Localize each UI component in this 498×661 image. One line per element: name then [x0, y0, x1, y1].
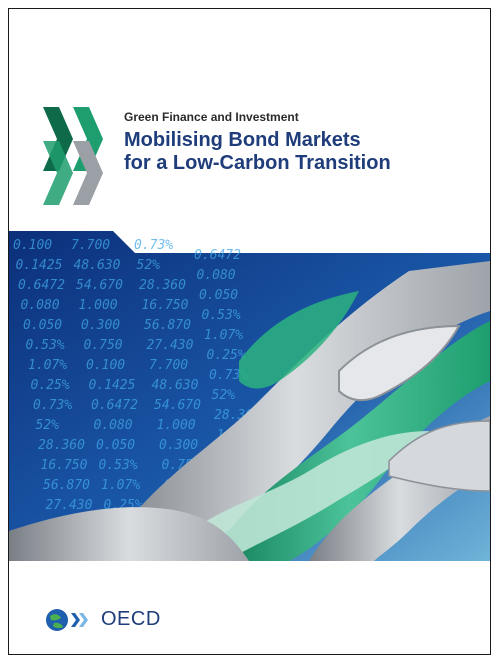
background-number: 0.53% — [202, 308, 241, 323]
leaf-shape-2 — [338, 324, 461, 402]
background-number: 0.100 — [13, 238, 52, 253]
background-number: 28.360 — [139, 278, 186, 293]
background-number: 0.6472 — [91, 398, 138, 413]
background-number: 0.73% — [33, 398, 72, 413]
oecd-globe-icon — [46, 609, 88, 631]
background-number: 0.080 — [94, 418, 133, 433]
background-number: 54.670 — [76, 278, 123, 293]
background-number: 56.870 — [43, 478, 90, 493]
background-number: 27.430 — [46, 498, 93, 513]
ribbon-pale-green — [159, 431, 429, 561]
background-number: 0.1425 — [89, 378, 136, 393]
background-number: 48.630 — [74, 258, 121, 273]
background-number: 52% — [137, 258, 161, 273]
background-number: 52% — [36, 418, 60, 433]
background-number: 1.000 — [79, 298, 118, 313]
book-cover: Green Finance and Investment Mobilising … — [8, 8, 491, 655]
background-number: 28.360 — [38, 438, 85, 453]
background-number: 56.870 — [144, 318, 191, 333]
cover-artwork: 0.100 0.1425 0.6472 0.080 0.050 0.53% 1.07% 0.2… — [9, 231, 490, 561]
background-number: 0.53% — [99, 458, 138, 473]
background-number: 54.670 — [154, 398, 201, 413]
book-title: Mobilising Bond Markets for a Low-Carbon… — [124, 129, 391, 175]
background-number: 1.07% — [101, 478, 140, 493]
background-number: 0.73% — [209, 368, 248, 383]
background-number: 16.750 — [142, 298, 189, 313]
background-number: 0.050 — [199, 288, 238, 303]
background-number: 1.07% — [28, 358, 67, 373]
background-number: 52% — [212, 388, 236, 403]
background-number: 1.000 — [157, 418, 196, 433]
background-number: 0.750 — [84, 338, 123, 353]
background-number: 7.700 — [71, 238, 110, 253]
background-number: 0.6472 — [194, 248, 241, 263]
background-number: 0.050 — [23, 318, 62, 333]
background-number: 27.430 — [147, 338, 194, 353]
background-number: 0.25% — [207, 348, 246, 363]
title-line-1: Mobilising Bond Markets — [124, 129, 361, 151]
background-number: 16.750 — [41, 458, 88, 473]
background-number: 0.100 — [86, 358, 125, 373]
chevron-logo-icon — [43, 107, 103, 205]
title-line-2: for a Low-Carbon Transition — [124, 152, 391, 174]
background-number: 0.080 — [21, 298, 60, 313]
background-number: 7.700 — [149, 358, 188, 373]
background-number: 0.53% — [26, 338, 65, 353]
background-number: 0.300 — [81, 318, 120, 333]
background-number: 0.300 — [159, 438, 198, 453]
background-number: 0.080 — [197, 268, 236, 283]
series-title: Green Finance and Investment — [124, 110, 299, 124]
background-number: 48.630 — [152, 378, 199, 393]
background-number: 0.25% — [31, 378, 70, 393]
background-number: 0.050 — [96, 438, 135, 453]
leaf-shape-3 — [388, 420, 490, 492]
leaf-shape-1 — [239, 291, 359, 389]
background-number: 1.07% — [204, 328, 243, 343]
background-number: 0.1425 — [16, 258, 63, 273]
publisher-name: OECD — [101, 608, 161, 630]
background-number: 0.6472 — [18, 278, 65, 293]
ribbon-grey-base — [9, 507, 249, 561]
background-number: 0.73% — [134, 238, 173, 253]
